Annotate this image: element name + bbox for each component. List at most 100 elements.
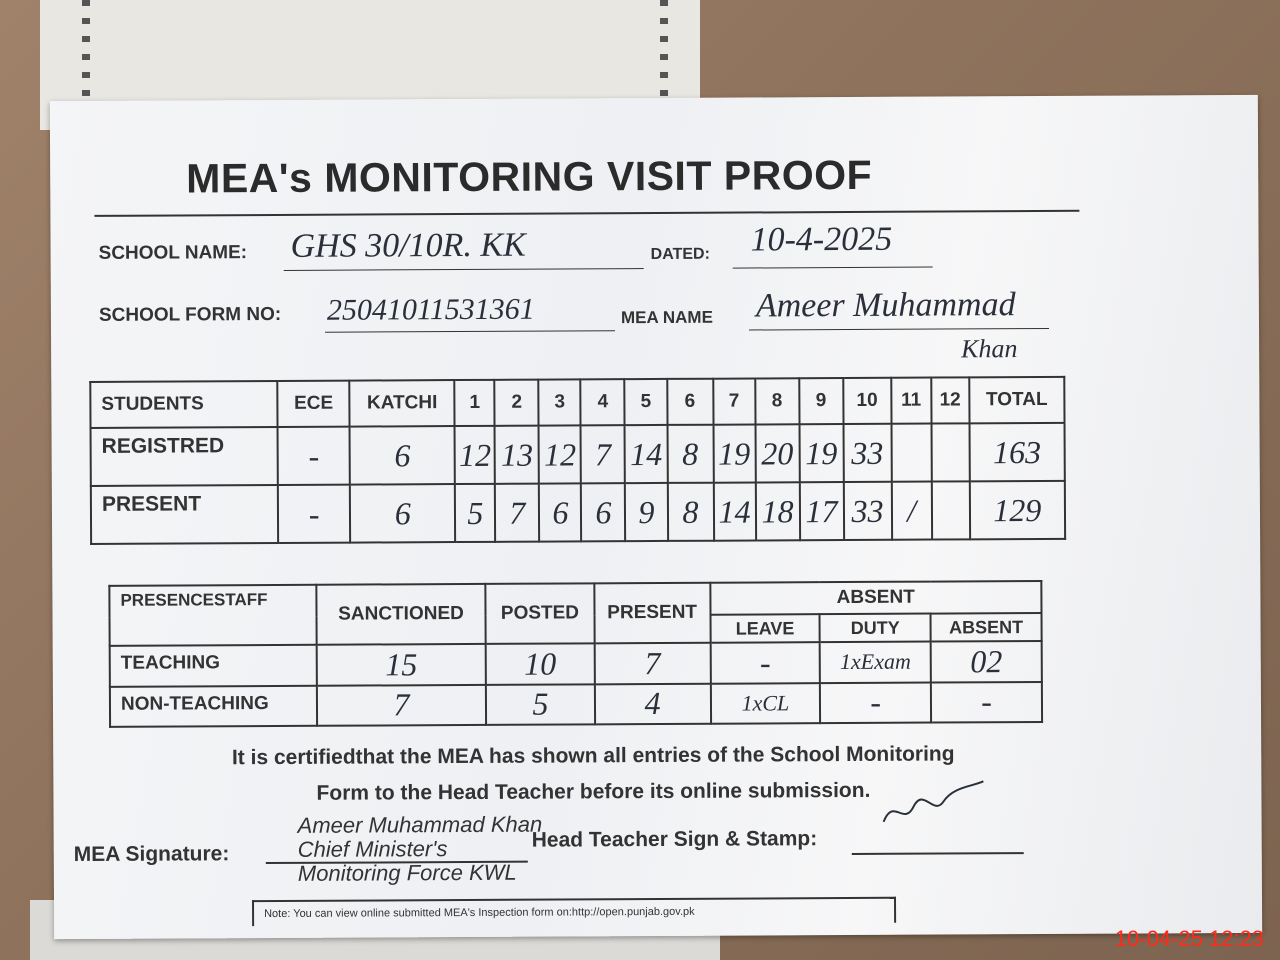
column-header: POSTED bbox=[485, 583, 595, 644]
stamp-name: Ameer Muhammad Khan bbox=[297, 811, 543, 838]
column-header: SANCTIONED bbox=[316, 583, 486, 645]
staff-table: PRESENCESTAFF SANCTIONED POSTED PRESENT ABSE… bbox=[108, 580, 1043, 728]
column-header: 7 bbox=[712, 378, 756, 425]
photo-timestamp: 10-04-25 12:23 bbox=[1114, 926, 1264, 951]
column-header: 9 bbox=[798, 378, 844, 425]
table-cell: 6 bbox=[581, 483, 626, 542]
table-cell: - bbox=[930, 681, 1043, 723]
online-note: Note: You can view online submitted MEA'… bbox=[252, 896, 897, 927]
header-row: PRESENCESTAFF SANCTIONED POSTED PRESENT ABSE… bbox=[109, 580, 1042, 646]
row-label: TEACHING bbox=[109, 644, 317, 687]
column-header: ECE bbox=[277, 380, 350, 427]
table-cell: 10 bbox=[485, 643, 595, 685]
table-cell: 5 bbox=[486, 683, 595, 725]
column-header: 8 bbox=[754, 378, 800, 425]
mea-stamp: Ameer Muhammad Khan Chief Minister's Mon… bbox=[297, 811, 543, 886]
table-cell: 12 bbox=[454, 425, 496, 485]
column-header: 4 bbox=[580, 379, 625, 426]
column-header: PRESENCESTAFF bbox=[109, 584, 317, 646]
table-row: PRESENT -6 5 7 6 6 9 8 14 18 17 33/129 bbox=[90, 480, 1066, 544]
certification-line-1: It is certifiedthat the MEA has shown al… bbox=[231, 742, 955, 770]
column-header: STUDENTS bbox=[90, 380, 278, 428]
column-header: LEAVE bbox=[710, 614, 820, 643]
table-cell: 6 bbox=[350, 484, 456, 543]
table-cell: 7 bbox=[495, 483, 540, 542]
students-table: STUDENTS ECE KATCHI 1 2 3 4 5 6 7 8 9 10 11 12 TOTAL REG… bbox=[89, 376, 1066, 545]
head-teacher-line bbox=[851, 852, 1024, 855]
row-label: NON-TEACHING bbox=[109, 685, 317, 727]
table-cell: - bbox=[820, 682, 932, 724]
title-rule bbox=[94, 209, 1080, 217]
table-cell: 02 bbox=[930, 640, 1042, 683]
table-cell: 4 bbox=[594, 683, 711, 725]
table-cell: 7 bbox=[316, 684, 487, 726]
school-name-line bbox=[283, 268, 644, 271]
column-header: ABSENT bbox=[930, 612, 1042, 642]
table-cell: 18 bbox=[755, 482, 800, 541]
column-header: 5 bbox=[624, 378, 668, 426]
table-cell: - bbox=[710, 642, 821, 684]
monitoring-form: MEA's MONITORING VISIT PROOF SCHOOL NAME… bbox=[49, 94, 1263, 940]
column-header: TOTAL bbox=[969, 376, 1065, 424]
table-cell: - bbox=[277, 426, 351, 485]
table-cell: 33 bbox=[843, 481, 892, 541]
table-cell: 17 bbox=[799, 482, 844, 541]
mea-signature-label: MEA Signature: bbox=[73, 842, 230, 867]
table-cell: 15 bbox=[316, 643, 487, 686]
perforation bbox=[660, 0, 668, 110]
table-cell: 13 bbox=[494, 425, 540, 484]
table-cell: 9 bbox=[625, 482, 668, 542]
dated-label: DATED: bbox=[650, 245, 710, 264]
school-name-label: SCHOOL NAME: bbox=[98, 242, 248, 264]
table-cell bbox=[891, 423, 932, 482]
table-cell: - bbox=[278, 484, 351, 543]
table-row: NON-TEACHING 7 5 4 1xCL - - bbox=[109, 681, 1043, 727]
mea-name-line bbox=[749, 327, 1050, 331]
table-cell: 163 bbox=[969, 422, 1065, 482]
table-cell: 8 bbox=[667, 482, 714, 541]
table-cell bbox=[931, 423, 970, 482]
dated-line bbox=[732, 266, 933, 269]
row-label: REGISTRED bbox=[90, 426, 279, 486]
table-cell: / bbox=[891, 481, 932, 540]
stamp-title: Chief Minister's bbox=[297, 836, 448, 862]
table-cell: 6 bbox=[349, 426, 456, 485]
school-name-value: GHS 30/10R. KK bbox=[290, 226, 526, 265]
form-no-value: 25041011531361 bbox=[326, 292, 535, 327]
column-header: 11 bbox=[890, 377, 932, 424]
mea-name-label: MEA NAME bbox=[620, 307, 713, 328]
perforation bbox=[82, 0, 90, 110]
dated-value: 10-4-2025 bbox=[750, 220, 893, 259]
header-row: STUDENTS ECE KATCHI 1 2 3 4 5 6 7 8 9 10 11 12 TOTAL bbox=[90, 376, 1065, 428]
table-cell: 5 bbox=[455, 483, 496, 543]
column-header: KATCHI bbox=[349, 380, 455, 427]
column-header: DUTY bbox=[819, 613, 931, 643]
column-header: 10 bbox=[842, 377, 892, 425]
table-row: TEACHING 15 10 7-1xExam 02 bbox=[109, 640, 1042, 687]
table-cell: 20 bbox=[755, 424, 800, 483]
table-cell: 1xCL bbox=[710, 682, 821, 724]
column-header: 12 bbox=[930, 377, 970, 424]
head-teacher-label: Head Teacher Sign & Stamp: bbox=[531, 827, 818, 852]
form-no-label: SCHOOL FORM NO: bbox=[98, 303, 282, 326]
column-header: 1 bbox=[454, 379, 495, 427]
column-header: ABSENT bbox=[709, 580, 1042, 615]
form-title: MEA's MONITORING VISIT PROOF bbox=[186, 151, 873, 202]
row-label: PRESENT bbox=[90, 484, 279, 544]
table-cell: 19 bbox=[713, 424, 756, 483]
mea-name-value: Ameer Muhammad bbox=[755, 286, 1016, 325]
table-cell: 7 bbox=[580, 425, 626, 484]
table-cell: 6 bbox=[539, 483, 582, 542]
table-cell: 8 bbox=[667, 424, 714, 483]
column-header: PRESENT bbox=[594, 582, 711, 644]
table-cell: 129 bbox=[969, 480, 1066, 540]
form-no-line bbox=[325, 330, 616, 333]
table-cell: 12 bbox=[538, 425, 582, 484]
table-cell bbox=[931, 481, 970, 540]
mea-name-value-2: Khan bbox=[961, 334, 1018, 364]
column-header: 2 bbox=[494, 379, 539, 426]
column-header: 6 bbox=[666, 378, 714, 425]
table-cell: 14 bbox=[713, 482, 756, 541]
table-cell: 33 bbox=[843, 423, 892, 483]
head-teacher-signature bbox=[882, 780, 984, 823]
